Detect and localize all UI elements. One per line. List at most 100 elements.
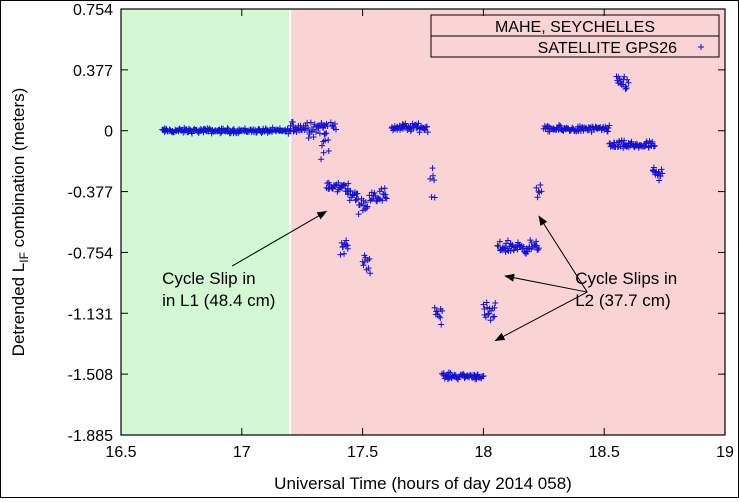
data-point <box>487 317 494 324</box>
annotations: Cycle Slip in in L1 (48.4 cm) Cycle Slips … <box>162 210 677 342</box>
data-point <box>656 177 663 184</box>
data-point <box>651 142 658 149</box>
data-point <box>481 306 488 313</box>
data-point <box>544 122 551 129</box>
data-point <box>323 130 330 137</box>
data-point <box>224 125 231 132</box>
data-point <box>604 128 611 135</box>
y-tick-label: -0.754 <box>68 245 113 262</box>
x-axis-label: Universal Time (hours of day 2014 058) <box>274 474 572 493</box>
data-point <box>325 136 332 143</box>
data-point <box>501 245 508 252</box>
data-point <box>488 307 495 314</box>
data-point <box>444 376 451 383</box>
data-point <box>622 83 629 90</box>
annotation-1-line-0: Cycle Slips in <box>575 269 677 288</box>
x-tick-label: 16.5 <box>105 444 136 461</box>
data-point <box>494 242 501 249</box>
data-point <box>378 185 385 192</box>
data-point <box>556 122 563 129</box>
data-point <box>361 258 368 265</box>
data-point <box>367 270 374 277</box>
data-point <box>431 177 438 184</box>
data-point <box>480 373 487 379</box>
data-point <box>312 129 319 136</box>
plot-border <box>120 8 726 436</box>
data-point <box>360 262 367 269</box>
data-point <box>658 166 665 173</box>
data-point <box>285 130 292 137</box>
data-point <box>535 245 542 252</box>
data-point <box>241 125 248 132</box>
data-point <box>355 211 362 218</box>
data-point <box>491 304 498 311</box>
data-point <box>366 255 373 262</box>
data-point <box>504 237 511 244</box>
data-point <box>650 164 657 171</box>
data-point <box>659 170 666 177</box>
data-point <box>344 245 351 252</box>
data-point <box>381 185 388 192</box>
y-tick-label: 0.754 <box>73 2 113 19</box>
data-point <box>368 196 375 203</box>
y-axis-label-main: Detrended L <box>9 263 28 357</box>
y-tick-label: -1.508 <box>68 367 113 384</box>
data-point <box>482 314 489 321</box>
data-point <box>429 172 436 179</box>
data-point <box>316 130 323 137</box>
y-axis-label-subscript: IF <box>17 252 31 263</box>
data-point <box>217 130 224 137</box>
legend-series-label: SATELLITE GPS26 <box>538 40 677 57</box>
data-point <box>322 137 329 144</box>
data-point <box>431 194 438 201</box>
y-tick-label: -1.885 <box>68 428 113 445</box>
data-point <box>509 241 516 248</box>
region-1 <box>290 9 725 435</box>
legend: MAHE, SEYCHELLES SATELLITE GPS26 <box>430 14 720 58</box>
data-point <box>538 188 545 195</box>
annotation-0-line-1: in L1 (48.4 cm) <box>162 291 275 310</box>
data-point <box>305 135 312 142</box>
data-point <box>424 129 431 136</box>
legend-marker-symbol <box>698 44 704 50</box>
data-point <box>332 126 339 133</box>
data-point <box>534 194 541 201</box>
data-point <box>346 197 353 204</box>
data-point <box>480 301 487 308</box>
data-point <box>352 197 359 204</box>
data-point <box>322 130 329 137</box>
data-point <box>301 126 308 133</box>
data-point <box>510 247 517 254</box>
data-point <box>289 119 296 126</box>
x-tick-label: 17 <box>233 444 251 461</box>
data-point <box>187 127 194 134</box>
data-point <box>624 76 631 83</box>
background-regions <box>121 9 725 435</box>
data-point <box>318 156 325 163</box>
data-point <box>188 130 195 137</box>
data-point <box>602 123 609 130</box>
data-point <box>491 313 498 320</box>
data-point <box>307 119 314 126</box>
data-point <box>504 247 511 254</box>
x-tick-label: 17.5 <box>347 444 378 461</box>
data-point <box>331 120 338 127</box>
y-tick-label: 0.377 <box>73 63 113 80</box>
x-tick-label: 18 <box>475 444 493 461</box>
legend-marker <box>698 44 704 50</box>
data-point <box>507 248 514 255</box>
data-point <box>514 239 521 246</box>
data-point <box>649 138 656 145</box>
data-point <box>624 143 631 150</box>
data-point <box>320 149 327 156</box>
data-point <box>318 121 325 128</box>
annotation-0-line-0: Cycle Slip in <box>162 269 256 288</box>
data-point <box>495 243 502 250</box>
data-point <box>614 144 621 151</box>
x-tick-label: 19 <box>716 444 734 461</box>
data-point <box>347 187 354 194</box>
data-point <box>315 123 322 130</box>
y-axis-label-rest: combination (meters) <box>9 88 28 252</box>
